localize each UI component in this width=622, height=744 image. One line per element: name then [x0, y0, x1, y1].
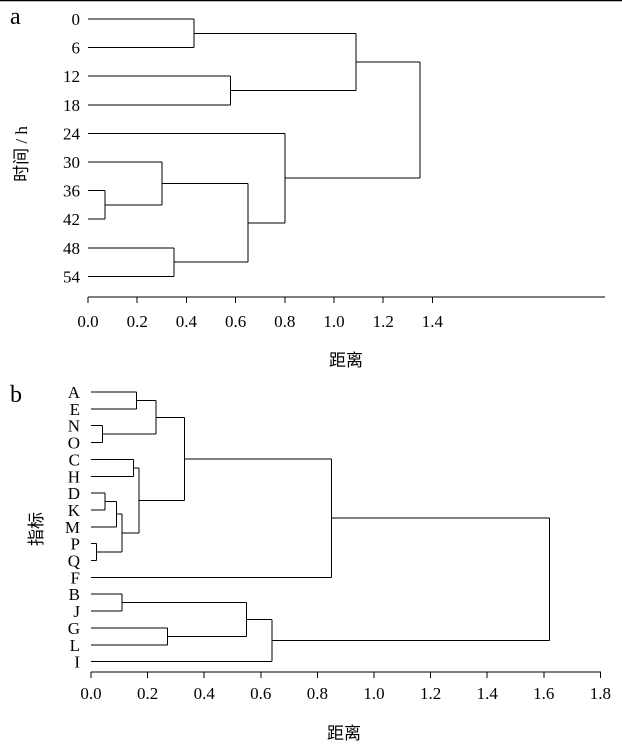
dendrogram-panel-a: a 时间 / h 距离 0 6 12 18 24 30 36 42 48 54 0.0 0.2 0.4…: [10, 4, 605, 370]
leaf-labels-a: 0 6 12 18 24 30 36 42 48 54: [63, 10, 81, 286]
leaf-label: L: [70, 636, 80, 655]
panel-label-b: b: [10, 382, 22, 408]
x-tick-label: 0.6: [250, 684, 271, 703]
leaf-label: B: [69, 585, 80, 604]
leaf-label: 24: [63, 124, 81, 143]
x-tick-label: 0.0: [80, 684, 101, 703]
x-tick-label: 1.2: [373, 312, 394, 331]
leaf-label: F: [71, 568, 80, 587]
x-tick-label: 0.6: [225, 312, 246, 331]
leaf-label: 54: [63, 267, 81, 286]
dendrogram-links-a: [88, 18, 421, 277]
x-axis-b: 0.0 0.2 0.4 0.6 0.8 1.0 1.2 1.4 1.6 1.8: [80, 671, 611, 703]
x-tick-label: 0.8: [274, 312, 295, 331]
leaf-label: 30: [63, 153, 80, 172]
leaf-label: O: [68, 434, 80, 453]
leaf-label: H: [68, 467, 80, 486]
leaf-label: 6: [72, 39, 81, 58]
y-axis-label-a: 时间 / h: [12, 126, 31, 182]
y-axis-label-b: 指标: [27, 512, 46, 546]
dendrogram-links-b: [91, 391, 550, 663]
leaf-label: E: [70, 400, 80, 419]
leaf-label: D: [68, 484, 80, 503]
x-tick-label: 0.8: [307, 684, 328, 703]
leaf-label: J: [73, 602, 80, 621]
x-tick-label: 1.6: [533, 684, 554, 703]
leaf-label: M: [65, 518, 80, 537]
leaf-label: I: [74, 653, 80, 672]
x-tick-label: 0.4: [176, 312, 198, 331]
leaf-label: G: [68, 619, 80, 638]
leaf-label: 18: [63, 96, 80, 115]
x-tick-label: 1.8: [590, 684, 611, 703]
x-axis-label-b: 距离: [327, 724, 361, 743]
x-tick-label: 0.2: [137, 684, 158, 703]
x-tick-label: 1.4: [422, 312, 444, 331]
x-tick-label: 1.2: [420, 684, 441, 703]
leaf-label: K: [68, 501, 81, 520]
x-tick-label: 1.0: [323, 312, 344, 331]
leaf-label: A: [68, 383, 81, 402]
leaf-label: C: [69, 450, 80, 469]
x-axis-label-a: 距离: [329, 351, 363, 370]
leaf-label: Q: [68, 552, 80, 571]
leaf-label: 42: [63, 210, 80, 229]
x-axis-a: 0.0 0.2 0.4 0.6 0.8 1.0 1.2 1.4: [77, 296, 605, 331]
leaf-label: 48: [63, 239, 80, 258]
x-tick-label: 1.0: [363, 684, 384, 703]
x-tick-label: 0.0: [77, 312, 98, 331]
leaf-label: 0: [72, 10, 81, 29]
leaf-label: P: [71, 535, 80, 554]
x-tick-label: 1.4: [477, 684, 499, 703]
x-tick-label: 0.2: [127, 312, 148, 331]
panel-label-a: a: [10, 4, 21, 30]
leaf-label: 12: [63, 67, 80, 86]
leaf-label: N: [68, 417, 80, 436]
leaf-label: 36: [63, 182, 80, 201]
x-tick-label: 0.4: [194, 684, 216, 703]
